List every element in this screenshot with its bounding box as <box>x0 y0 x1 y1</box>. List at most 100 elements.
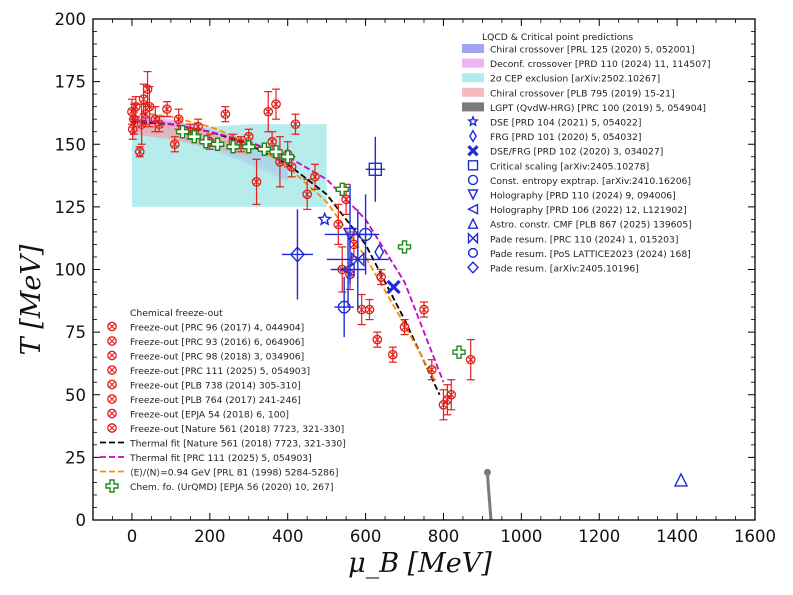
legend-label: Pade resum. [PoS LATTICE2023 (2024) 168] <box>490 249 691 260</box>
legend-label: Critical scaling [arXiv:2405.10278] <box>490 161 649 172</box>
x-tick-label: 1400 <box>656 527 698 546</box>
legend-swatch <box>462 102 484 112</box>
freezeout-marker <box>127 124 138 135</box>
freezeout-point <box>372 331 383 348</box>
legend-label: FRG [PRD 101 (2020) 5, 054032] <box>490 132 641 143</box>
urqmd-point <box>397 240 412 254</box>
freezeout-marker <box>193 121 203 132</box>
freezeout-marker <box>426 364 437 375</box>
cep-point-10 <box>334 277 354 338</box>
freezeout-marker <box>271 99 281 110</box>
y-tick-label: 175 <box>55 73 87 92</box>
legend-label: Freeze-out [PRC 98 (2018) 3, 034906] <box>130 352 304 363</box>
freezeout-marker <box>267 136 277 147</box>
freezeout-marker <box>220 109 231 120</box>
legend-label: Holography [PRD 110 (2024) 9, 094006] <box>490 191 676 202</box>
legend-marker <box>107 321 117 332</box>
urqmd-point <box>175 125 190 139</box>
legend-freezeout-title: Chemical freeze-out <box>130 308 223 319</box>
freezeout-marker <box>162 104 172 115</box>
x-tick-label: 0 <box>127 527 138 546</box>
legend-marker <box>466 203 479 215</box>
freezeout-point <box>465 339 476 381</box>
legend-marker <box>107 394 117 404</box>
freezeout-point <box>144 86 155 128</box>
legend-marker <box>467 189 479 201</box>
x-tick-label: 1200 <box>578 527 620 546</box>
x-tick-label: 200 <box>194 527 226 546</box>
cep-marker <box>673 472 689 487</box>
legend-marker <box>468 248 478 258</box>
cep-point-4 <box>365 136 386 202</box>
lgpt-line <box>485 472 493 521</box>
legend-label: Freeze-out [PRC 93 (2016) 6, 064906] <box>130 337 304 348</box>
legend-label: DSE/FRG [PRD 102 (2020) 3, 034027] <box>490 147 663 158</box>
urqmd-point <box>257 142 272 156</box>
cep-marker <box>342 227 358 242</box>
freezeout-marker <box>364 304 375 315</box>
freezeout-point <box>251 158 262 205</box>
legend-swatch <box>462 44 484 53</box>
freezeout-point <box>302 178 313 210</box>
legend-label: Pade resum. [PRC 110 (2024) 1, 015203] <box>490 234 678 245</box>
y-tick-label: 50 <box>65 386 86 405</box>
legend-marker <box>467 174 479 186</box>
freezeout-point <box>399 319 410 336</box>
y-tick-label: 200 <box>55 10 87 29</box>
legend-label: Freeze-out [PRC 96 (2017) 4, 044904] <box>130 323 304 334</box>
cep-point-6 <box>324 184 376 285</box>
freezeout-marker <box>263 106 274 117</box>
legend-label: Holography [PRD 106 (2022) 12, L121902] <box>490 205 687 216</box>
freezeout-marker <box>399 322 410 332</box>
freezeout-point <box>134 146 145 158</box>
cep-point-11 <box>281 209 314 300</box>
lgpt-endpoint <box>483 468 491 476</box>
legend-swatch <box>462 87 484 97</box>
legend-label: Chiral crossover [PRL 125 (2020) 5, 0520… <box>490 45 695 56</box>
cep-point-7 <box>330 231 366 308</box>
legend-label: Freeze-out [PRC 111 (2025) 5, 054903] <box>130 366 310 377</box>
legend-marker <box>107 336 117 346</box>
legend-marker <box>105 479 119 493</box>
legend-label: Const. entropy exptrap. [arXiv:2410.1620… <box>490 176 691 187</box>
freezeout-marker <box>286 161 297 172</box>
freezeout-point <box>290 113 301 135</box>
legend-freezeout: Chemical freeze-out Freeze-out [PRC 96 (… <box>100 308 346 493</box>
legend-label: Chiral crossover [PLB 795 (2019) 15-21] <box>490 88 675 99</box>
x-tick-label: 1000 <box>500 527 542 546</box>
freezeout-point <box>446 379 457 411</box>
freezeout-point <box>169 136 180 153</box>
legend-marker <box>467 232 479 245</box>
freezeout-marker <box>154 119 165 130</box>
freezeout-marker <box>275 156 285 167</box>
cep-marker <box>386 279 401 295</box>
legend-marker <box>107 365 117 375</box>
freezeout-point <box>193 118 203 135</box>
legend-marker <box>107 379 117 390</box>
legend-label: 2σ CEP exclusion [arXiv:2502.10267] <box>490 74 660 85</box>
legend-label: Freeze-out [PLB 764 (2017) 241-246] <box>130 395 301 406</box>
freezeout-point <box>154 116 165 133</box>
legend-swatch <box>462 73 484 83</box>
freezeout-marker <box>290 119 301 130</box>
x-tick-label: 1600 <box>734 527 776 546</box>
y-tick-label: 100 <box>55 261 87 280</box>
legend-marker <box>467 160 479 171</box>
cep-point-1 <box>317 211 333 226</box>
legend-label: ⟨E⟩/⟨N⟩=0.94 GeV [PRL 81 (1998) 5284-528… <box>130 468 338 479</box>
freezeout-point <box>356 293 367 326</box>
freezeout-point <box>220 106 231 123</box>
freezeout-marker <box>333 219 344 230</box>
freezeout-point <box>162 101 172 118</box>
freezeout-point <box>310 163 320 190</box>
x-axis-label: μ_B [MeV] <box>348 548 492 579</box>
legend-predictions: LQCD & Critical point predictions Chiral… <box>462 32 710 275</box>
legend-label: Thermal fit [PRC 111 (2025) 5, 054903] <box>129 453 312 464</box>
legend-marker <box>467 217 479 229</box>
cep-marker <box>337 300 351 314</box>
freezeout-marker <box>169 139 180 150</box>
legend-marker <box>469 129 477 143</box>
legend-predictions-title: LQCD & Critical point predictions <box>482 32 633 43</box>
urqmd-point <box>335 182 349 197</box>
